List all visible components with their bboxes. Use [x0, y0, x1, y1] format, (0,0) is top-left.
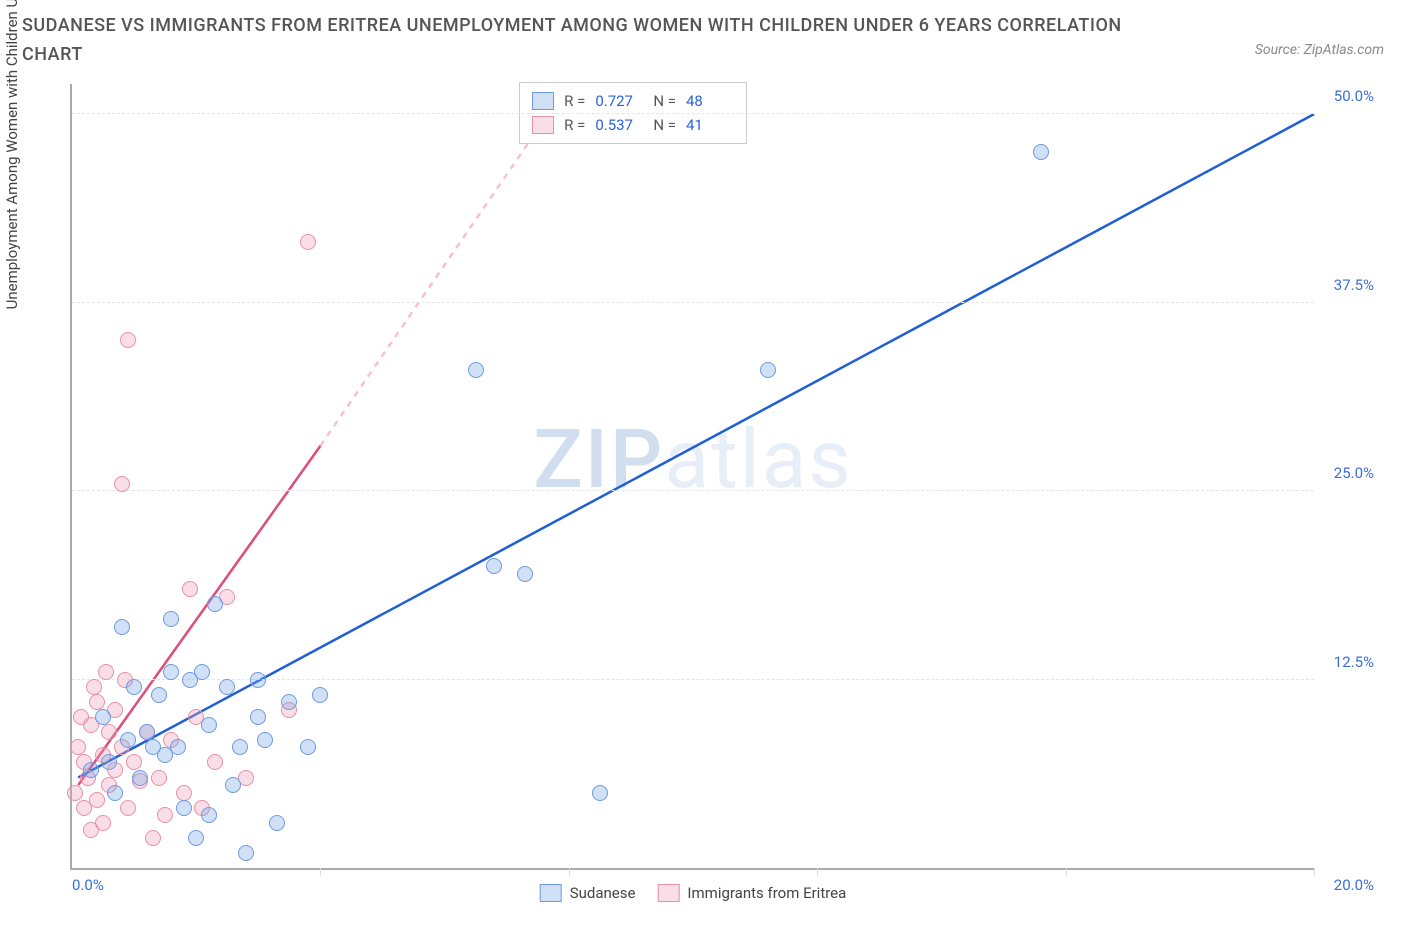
data-point — [157, 807, 173, 823]
data-point — [250, 709, 266, 725]
data-point — [188, 830, 204, 846]
data-point — [95, 815, 111, 831]
data-point — [114, 619, 130, 635]
source-label: Source: ZipAtlas.com — [1255, 42, 1384, 58]
data-point — [70, 739, 86, 755]
data-point — [300, 739, 316, 755]
data-point — [312, 687, 328, 703]
data-point — [486, 558, 502, 574]
stat-n-value: 41 — [686, 113, 734, 137]
data-point — [207, 754, 223, 770]
legend-swatch — [657, 884, 679, 902]
gridline-vertical — [569, 868, 570, 876]
data-point — [232, 739, 248, 755]
chart-container: Unemployment Among Women with Children U… — [22, 84, 1384, 910]
y-tick-label: 50.0% — [1334, 87, 1374, 105]
data-point — [201, 807, 217, 823]
stat-r-value: 0.537 — [595, 113, 643, 137]
gridline-vertical — [1066, 868, 1067, 876]
data-point — [182, 581, 198, 597]
stats-row: R = 0.537 N = 41 — [532, 113, 734, 137]
data-point — [151, 687, 167, 703]
data-point — [145, 830, 161, 846]
stat-n-label: N = — [653, 89, 676, 113]
data-point — [760, 362, 776, 378]
plot-area: ZIPatlas R =0.727N =48R =0.537N =41 0.0%… — [70, 84, 1314, 870]
legend-swatch — [532, 116, 554, 134]
data-point — [120, 800, 136, 816]
chart-title: SUDANESE VS IMMIGRANTS FROM ERITREA UNEM… — [22, 12, 1142, 70]
legend-label: Immigrants from Eritrea — [687, 884, 846, 902]
data-point — [238, 845, 254, 861]
gridline-vertical — [817, 868, 818, 876]
data-point — [67, 785, 83, 801]
data-point — [95, 709, 111, 725]
stat-r-value: 0.727 — [595, 89, 643, 113]
data-point — [219, 679, 235, 695]
data-point — [281, 694, 297, 710]
x-tick-min: 0.0% — [72, 876, 104, 894]
data-point — [101, 724, 117, 740]
data-point — [120, 732, 136, 748]
data-point — [126, 754, 142, 770]
y-tick-label: 37.5% — [1334, 276, 1374, 294]
data-point — [107, 785, 123, 801]
data-point — [89, 694, 105, 710]
data-point — [517, 566, 533, 582]
data-point — [163, 664, 179, 680]
data-point — [86, 679, 102, 695]
gridline-vertical — [320, 868, 321, 876]
legend-item: Immigrants from Eritrea — [657, 884, 846, 902]
stats-row: R = 0.727 N = 48 — [532, 89, 734, 113]
y-tick-label: 12.5% — [1334, 653, 1374, 671]
data-point — [83, 762, 99, 778]
data-point — [170, 739, 186, 755]
gridline-horizontal — [72, 302, 1314, 303]
data-point — [225, 777, 241, 793]
legend-swatch — [532, 92, 554, 110]
data-point — [207, 596, 223, 612]
data-point — [1033, 144, 1049, 160]
legend-label: Sudanese — [570, 884, 636, 902]
gridline-vertical — [1314, 868, 1315, 876]
stat-n-label: N = — [653, 113, 676, 137]
data-point — [139, 724, 155, 740]
data-point — [98, 664, 114, 680]
data-point — [176, 800, 192, 816]
trend-lines — [72, 84, 1314, 868]
gridline-horizontal — [72, 113, 1314, 114]
data-point — [120, 332, 136, 348]
legend-item: Sudanese — [540, 884, 636, 902]
data-point — [101, 754, 117, 770]
data-point — [132, 770, 148, 786]
data-point — [176, 785, 192, 801]
data-point — [592, 785, 608, 801]
legend-swatch — [540, 884, 562, 902]
stat-r-label: R = — [564, 89, 585, 113]
data-point — [151, 770, 167, 786]
data-point — [126, 679, 142, 695]
x-tick-max: 20.0% — [1334, 876, 1374, 894]
data-point — [114, 476, 130, 492]
stat-r-label: R = — [564, 113, 585, 137]
data-point — [468, 362, 484, 378]
data-point — [163, 611, 179, 627]
y-axis-label: Unemployment Among Women with Children U… — [3, 0, 21, 309]
data-point — [300, 234, 316, 250]
data-point — [201, 717, 217, 733]
legend: Sudanese Immigrants from Eritrea — [540, 884, 847, 902]
gridline-horizontal — [72, 490, 1314, 491]
data-point — [257, 732, 273, 748]
data-point — [269, 815, 285, 831]
data-point — [250, 672, 266, 688]
data-point — [194, 664, 210, 680]
data-point — [89, 792, 105, 808]
y-tick-label: 25.0% — [1334, 464, 1374, 482]
stat-n-value: 48 — [686, 89, 734, 113]
